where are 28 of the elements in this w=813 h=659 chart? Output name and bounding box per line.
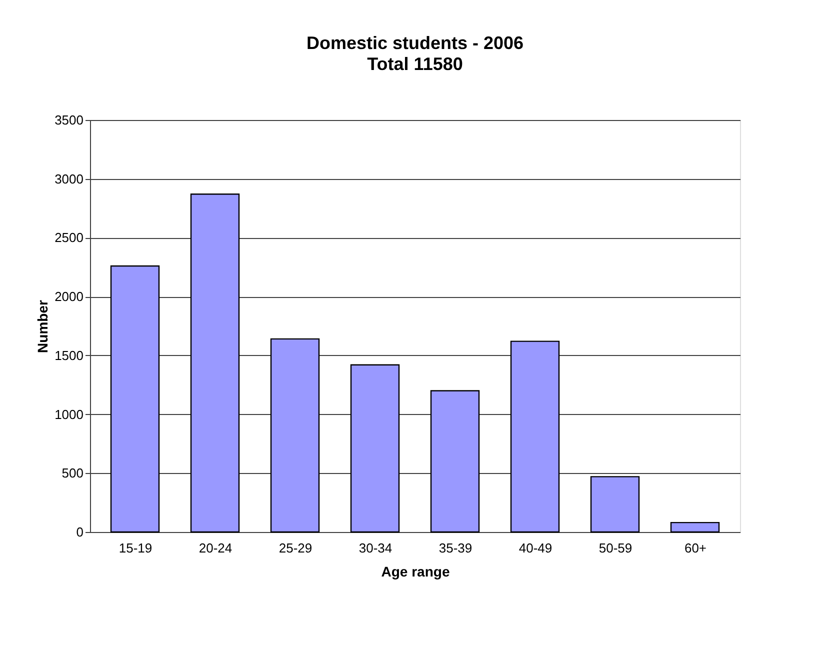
x-tick-label: 20-24	[198, 540, 232, 556]
bar	[430, 390, 480, 533]
y-tick-label: 0	[76, 524, 84, 540]
y-tick-label: 3500	[54, 112, 84, 128]
y-tick-label: 3000	[54, 171, 84, 186]
y-axis-title: Number	[34, 300, 51, 353]
bar	[270, 338, 320, 533]
bar	[110, 265, 160, 533]
bar	[350, 364, 400, 533]
x-axis-title: Age range	[381, 564, 450, 580]
bar	[510, 340, 560, 533]
chart-subtitle: Total 11580	[367, 54, 463, 74]
x-tick-label: 15-19	[118, 540, 152, 556]
y-tick-label: 2500	[54, 230, 84, 246]
x-tick-label: 40-49	[518, 540, 552, 556]
y-tick-label: 1000	[54, 406, 84, 422]
y-tick-label: 1500	[54, 348, 84, 363]
bar	[590, 476, 640, 533]
chart-title: Domestic students - 2006	[306, 33, 524, 53]
x-tick-label: 25-29	[278, 540, 312, 556]
x-tick-label: 50-59	[598, 540, 632, 556]
x-tick-label: 60+	[684, 540, 707, 556]
x-tick-label: 35-39	[438, 540, 472, 556]
x-tick-label: 30-34	[358, 540, 392, 556]
y-tick-label: 500	[62, 466, 84, 481]
y-tick-label: 2000	[54, 289, 84, 304]
bar	[670, 522, 720, 533]
bar	[190, 194, 240, 533]
